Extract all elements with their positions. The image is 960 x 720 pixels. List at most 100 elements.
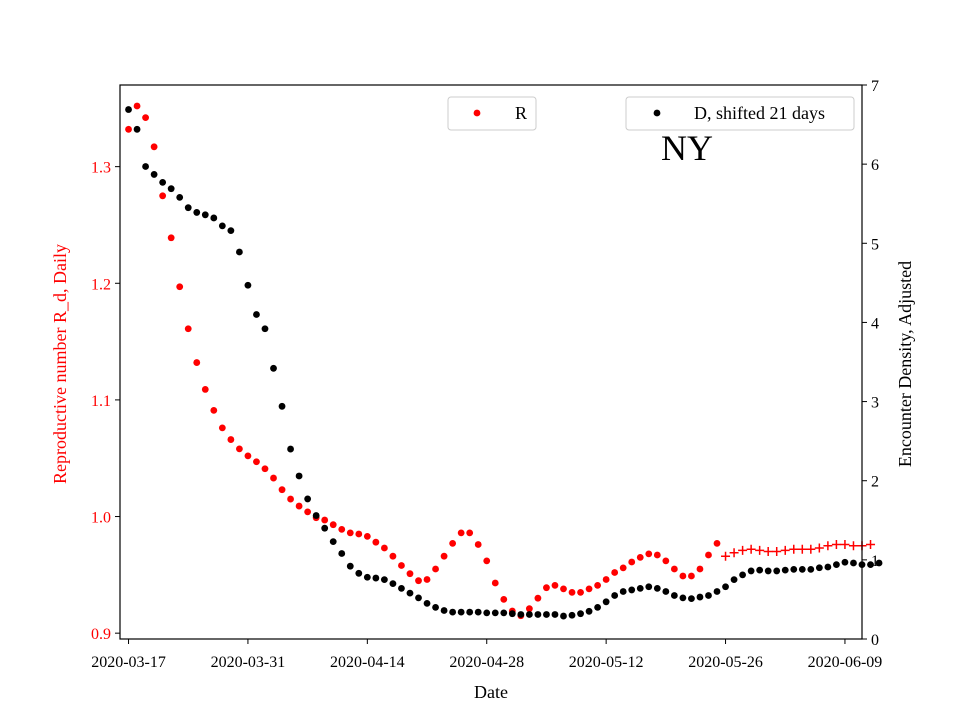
- right-axis-label: Encounter Density, Adjusted: [895, 261, 915, 467]
- d-point: [833, 561, 840, 569]
- r-point-projected: [823, 541, 833, 551]
- r-point: [355, 530, 363, 538]
- r-point-projected: [814, 543, 824, 553]
- d-point: [517, 611, 525, 618]
- state-label: NY: [661, 128, 713, 168]
- r-point: [466, 529, 474, 537]
- r-point: [449, 539, 457, 547]
- left-y-tick-label: 1.2: [91, 276, 111, 293]
- d-point: [150, 171, 158, 178]
- d-point: [653, 584, 661, 592]
- left-axis-ticks: 0.9 1.0 1.1 1.2 1.3: [91, 160, 120, 643]
- r-point: [176, 283, 184, 291]
- r-point: [432, 565, 439, 573]
- r-point-projected: [797, 544, 807, 554]
- d-point: [491, 609, 499, 617]
- d-point: [619, 588, 627, 595]
- r-point: [560, 585, 567, 593]
- r-point-projected: [738, 545, 748, 555]
- r-point: [244, 452, 252, 460]
- r-point-projected: [746, 544, 756, 554]
- d-point: [415, 594, 422, 602]
- r-point: [329, 521, 337, 529]
- d-point: [662, 588, 670, 595]
- d-point: [713, 588, 721, 595]
- d-point: [739, 571, 746, 579]
- r-point: [543, 584, 550, 592]
- r-point: [628, 558, 636, 566]
- x-tick-label: 2020-06-09: [808, 654, 883, 671]
- d-point: [474, 608, 482, 616]
- d-point: [125, 106, 132, 113]
- r-point-projected: [831, 540, 841, 550]
- d-point: [253, 311, 260, 318]
- r-point-projected: [866, 540, 876, 550]
- x-tick-label: 2020-03-31: [211, 654, 286, 671]
- d-point: [321, 524, 329, 532]
- d-point: [295, 472, 303, 480]
- d-point: [261, 325, 269, 333]
- d-point: [781, 566, 789, 574]
- x-tick-label: 2020-04-28: [449, 654, 524, 671]
- r-point: [551, 581, 559, 589]
- r-point: [389, 552, 397, 560]
- r-point-projected: [721, 551, 731, 561]
- d-point: [824, 563, 832, 571]
- r-point: [602, 576, 610, 583]
- d-point: [270, 364, 277, 372]
- d-point: [500, 609, 508, 617]
- r-point: [167, 234, 175, 242]
- r-point: [688, 572, 695, 580]
- r-point: [159, 192, 167, 200]
- r-point-projected: [780, 545, 790, 555]
- x-tick-label: 2020-05-12: [569, 654, 644, 671]
- legend-r: R: [447, 96, 537, 131]
- r-point: [278, 486, 286, 494]
- d-point: [218, 222, 226, 230]
- legend-d-marker: [653, 109, 661, 117]
- r-point: [457, 529, 465, 537]
- r-point: [236, 445, 243, 453]
- r-point: [679, 572, 687, 580]
- d-point: [841, 558, 849, 566]
- d-point: [645, 583, 653, 591]
- legend-d-box: [625, 96, 855, 131]
- r-point: [500, 595, 508, 603]
- d-point: [466, 608, 474, 616]
- r-point-projected: [763, 547, 773, 557]
- r-point: [321, 516, 329, 524]
- r-point: [150, 143, 158, 151]
- r-point: [193, 359, 201, 366]
- d-point: [423, 599, 431, 607]
- right-y-tick-label: 5: [871, 236, 879, 253]
- r-point: [295, 502, 303, 510]
- r-point: [415, 577, 422, 585]
- d-point: [133, 125, 141, 133]
- plot-frame: [119, 84, 863, 640]
- legend-r-box: [447, 96, 537, 131]
- right-y-tick-label: 1: [871, 553, 879, 570]
- left-axis-label: Reproductive number R_d, Daily: [50, 244, 70, 484]
- right-y-tick-label: 4: [871, 315, 879, 332]
- r-point: [133, 102, 141, 110]
- r-point: [483, 557, 491, 565]
- legend-d: D, shifted 21 days: [625, 96, 855, 131]
- d-point: [210, 214, 218, 222]
- right-y-tick-label: 0: [871, 632, 879, 649]
- r-point: [406, 570, 414, 578]
- r-point: [261, 465, 269, 473]
- d-point: [568, 611, 576, 619]
- r-point: [636, 553, 644, 561]
- r-point: [645, 550, 653, 558]
- d-point: [670, 592, 678, 599]
- r-point: [662, 557, 670, 565]
- left-y-tick-label: 0.9: [91, 626, 111, 643]
- data-marks: [125, 102, 883, 620]
- d-point: [705, 592, 712, 599]
- d-point: [346, 562, 354, 570]
- d-point: [201, 211, 209, 219]
- d-point: [764, 567, 772, 575]
- d-point: [236, 248, 243, 256]
- d-point: [611, 592, 619, 599]
- d-point: [398, 584, 405, 592]
